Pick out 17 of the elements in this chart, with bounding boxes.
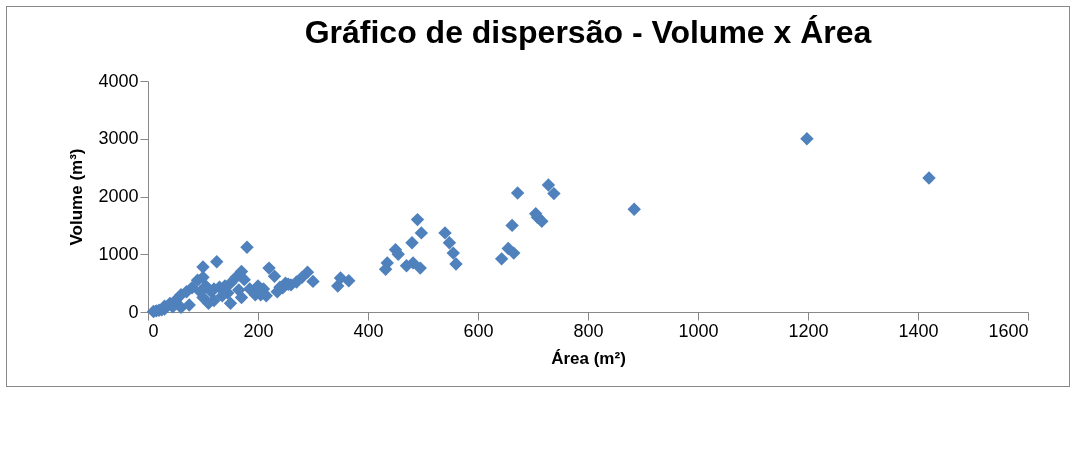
x-axis-title: Área (m²) [551, 348, 626, 368]
x-tick-label: 1400 [898, 320, 939, 341]
y-axis-title: Volume (m³) [67, 148, 87, 246]
x-tick-label: 1200 [788, 320, 829, 341]
x-tick-label: 1600 [988, 320, 1029, 341]
y-tick-label: 1000 [98, 243, 139, 264]
x-tick-label: 200 [243, 320, 274, 341]
y-tick-label: 2000 [98, 186, 139, 206]
x-tick-label: 800 [573, 320, 604, 341]
x-tick-label: 400 [353, 320, 384, 341]
chart-title: Gráfico de dispersão - Volume x Área [304, 14, 872, 50]
y-tick-label: 4000 [98, 70, 139, 91]
x-tick-label: 600 [463, 320, 494, 341]
x-tick-label: 0 [148, 320, 159, 341]
x-tick-label: 1000 [678, 320, 719, 341]
y-tick-label: 0 [128, 301, 139, 322]
y-tick-label: 3000 [98, 128, 139, 149]
